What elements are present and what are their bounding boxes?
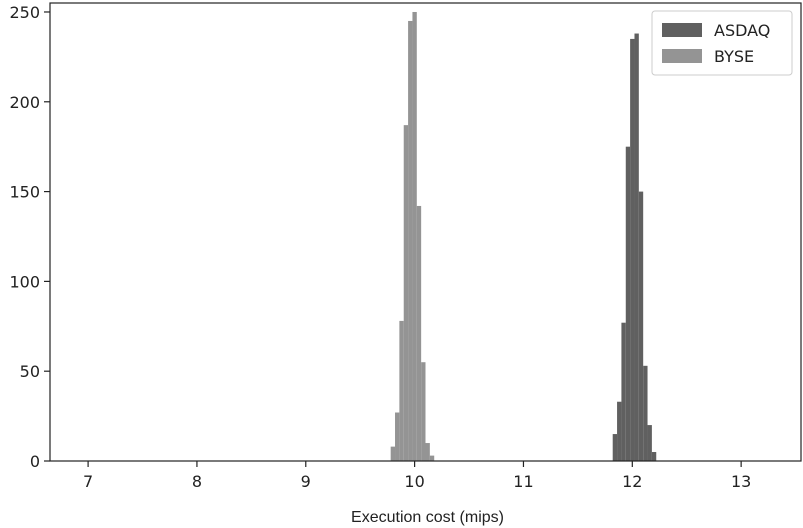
legend-swatch-asdaq	[662, 23, 702, 37]
bar-asdaq-8	[647, 425, 652, 461]
bar-asdaq-0	[612, 434, 618, 461]
legend-label-byse: BYSE	[714, 47, 754, 66]
x-tick-label: 9	[301, 472, 311, 491]
bar-byse-5	[412, 11, 417, 461]
bars-layer	[390, 11, 657, 462]
bar-asdaq-6	[638, 191, 644, 461]
x-tick-label: 13	[731, 472, 751, 491]
ticks-layer: 7 8 9 10 11 12 13 0 50 100 150 200 250	[9, 3, 751, 491]
bar-asdaq-9	[651, 452, 657, 461]
x-tick-label: 11	[513, 472, 533, 491]
legend-label-asdaq: ASDAQ	[714, 21, 770, 40]
bar-byse-4	[408, 20, 413, 461]
x-axis-label: Execution cost (mips)	[351, 509, 504, 526]
y-tick-label: 50	[20, 362, 40, 381]
x-tick-label: 12	[622, 472, 642, 491]
bar-byse-3	[403, 125, 409, 461]
bar-asdaq-1	[617, 401, 622, 461]
bar-asdaq-4	[630, 38, 635, 461]
y-tick-label: 150	[9, 183, 40, 202]
y-tick-label: 100	[9, 272, 40, 291]
x-tick-label: 10	[404, 472, 424, 491]
bar-byse-6	[416, 205, 422, 461]
x-tick-label: 7	[83, 472, 93, 491]
legend: ASDAQ BYSE	[651, 10, 793, 76]
bar-byse-1	[395, 412, 400, 461]
y-tick-label: 250	[9, 3, 40, 22]
bar-asdaq-5	[634, 33, 639, 462]
bar-byse-7	[421, 362, 426, 461]
bar-byse-9	[429, 455, 435, 461]
plot-frame	[49, 2, 802, 462]
bar-asdaq-2	[621, 322, 626, 461]
y-tick-label: 0	[30, 452, 40, 471]
legend-swatch-byse	[662, 49, 702, 63]
x-tick-label: 8	[192, 472, 202, 491]
bar-asdaq-3	[625, 146, 631, 461]
y-tick-label: 200	[9, 93, 40, 112]
bar-byse-2	[399, 320, 404, 461]
bar-byse-0	[390, 446, 396, 461]
bar-byse-8	[425, 443, 430, 461]
bar-asdaq-7	[643, 365, 648, 461]
